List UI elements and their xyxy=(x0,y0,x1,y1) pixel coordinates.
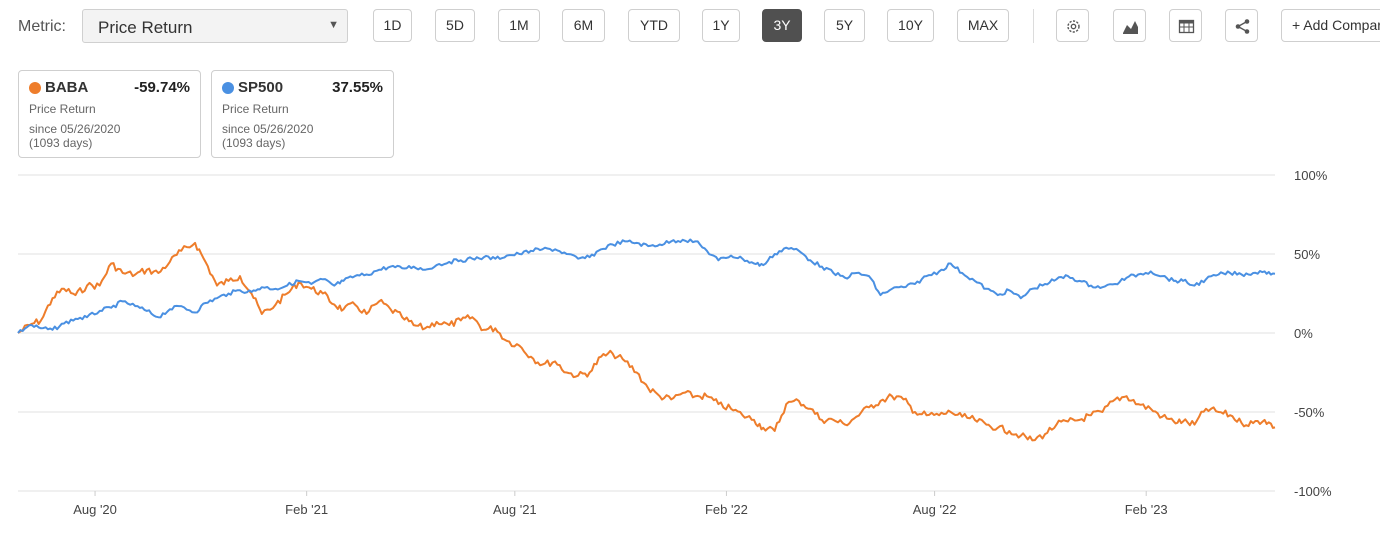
card-metric: Price Return xyxy=(29,102,96,116)
card-days: (1093 days) xyxy=(222,136,286,150)
grid-lines xyxy=(18,174,1275,492)
series-line-baba xyxy=(17,241,1276,442)
range-button-5d[interactable]: 5D xyxy=(435,9,475,42)
metric-label: Metric: xyxy=(18,18,66,35)
share-icon xyxy=(1235,19,1250,34)
range-button-3y[interactable]: 3Y xyxy=(762,9,802,42)
card-since: since 05/26/2020 xyxy=(29,122,121,136)
series-lines xyxy=(17,238,1276,442)
x-axis: Aug '20 Feb '21 Aug '21 Feb '22 Aug '22 Feb '… xyxy=(73,491,1168,517)
baba-color-dot xyxy=(29,82,41,94)
x-tick-label: Feb '21 xyxy=(285,502,328,517)
range-button-ytd[interactable]: YTD xyxy=(628,9,680,42)
range-button-5y[interactable]: 5Y xyxy=(824,9,865,42)
y-tick-label: 100% xyxy=(1294,168,1328,183)
share-button[interactable] xyxy=(1225,9,1258,42)
toolbar-divider xyxy=(1033,9,1034,43)
y-tick-label: -50% xyxy=(1294,405,1325,420)
range-button-10y[interactable]: 10Y xyxy=(887,9,934,42)
sp500-color-dot xyxy=(222,82,234,94)
legend-card-sp500[interactable]: SP500 37.55% Price Return since 05/26/20… xyxy=(211,70,394,158)
series-line-sp500 xyxy=(17,238,1276,334)
y-axis: 100% 50% 0% -50% -100% xyxy=(1294,168,1332,499)
toolbar: Metric: Price Return ▼ 1D 5D 1M 6M YTD 1… xyxy=(0,0,1380,55)
area-chart-icon xyxy=(1123,21,1138,34)
x-tick-label: Aug '20 xyxy=(73,502,117,517)
card-since: since 05/26/2020 xyxy=(222,122,314,136)
range-button-1y[interactable]: 1Y xyxy=(702,9,740,42)
range-button-1d[interactable]: 1D xyxy=(373,9,412,42)
x-tick-label: Feb '23 xyxy=(1125,502,1168,517)
x-tick-label: Aug '21 xyxy=(493,502,537,517)
gear-icon xyxy=(1067,20,1080,33)
y-tick-label: 0% xyxy=(1294,326,1313,341)
legend-card-baba[interactable]: BABA -59.74% Price Return since 05/26/20… xyxy=(18,70,201,158)
chart-type-button[interactable] xyxy=(1113,9,1146,42)
card-return-value: 37.55% xyxy=(332,79,383,96)
x-tick-label: Feb '22 xyxy=(705,502,748,517)
range-button-max[interactable]: MAX xyxy=(957,9,1009,42)
card-ticker: BABA xyxy=(45,79,89,96)
metric-select-value: Price Return xyxy=(98,18,193,37)
add-comparison-button[interactable]: + Add Comparison xyxy=(1281,9,1380,42)
caret-down-icon: ▼ xyxy=(328,19,339,31)
y-tick-label: -100% xyxy=(1294,484,1332,499)
y-tick-label: 50% xyxy=(1294,247,1320,262)
card-days: (1093 days) xyxy=(29,136,93,150)
range-button-1m[interactable]: 1M xyxy=(498,9,540,42)
table-icon xyxy=(1178,19,1195,34)
card-metric: Price Return xyxy=(222,102,289,116)
card-ticker: SP500 xyxy=(238,79,284,96)
settings-button[interactable] xyxy=(1056,9,1089,42)
range-button-6m[interactable]: 6M xyxy=(562,9,605,42)
table-view-button[interactable] xyxy=(1169,9,1202,42)
metric-select[interactable]: Price Return ▼ xyxy=(82,9,348,43)
card-return-value: -59.74% xyxy=(134,79,190,96)
price-return-chart[interactable]: 100% 50% 0% -50% -100% Aug '20 Feb '21 Aug '21… xyxy=(0,160,1380,533)
x-tick-label: Aug '22 xyxy=(913,502,957,517)
